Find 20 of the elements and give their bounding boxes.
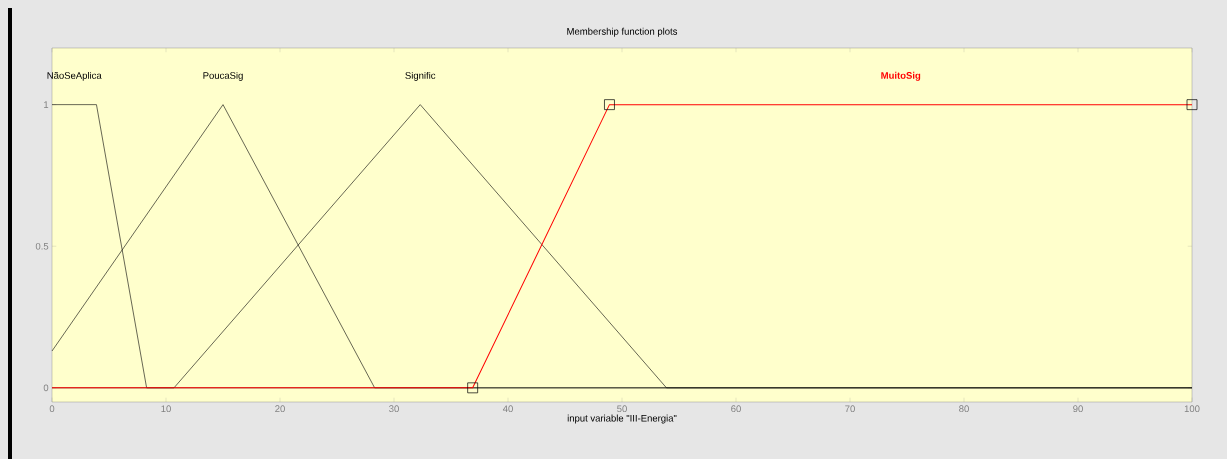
x-axis-title: input variable "III-Energia" <box>567 414 677 424</box>
x-tick-label: 90 <box>1073 405 1083 413</box>
x-tick-label: 70 <box>845 405 855 413</box>
x-tick-label: 50 <box>617 405 627 413</box>
x-tick-label: 30 <box>389 405 399 413</box>
x-tick-label: 20 <box>275 405 285 413</box>
chart-title: Membership function plots <box>567 27 678 37</box>
text: PoucaSig <box>203 71 243 81</box>
text: Signific <box>405 71 436 81</box>
y-tick-label: 0 <box>43 384 49 392</box>
x-tick-label: 10 <box>161 405 171 413</box>
text: MuitoSig <box>881 71 921 81</box>
text: NãoSeAplica <box>47 71 102 81</box>
y-tick-label: 0.5 <box>35 242 49 250</box>
x-tick-label: 100 <box>1184 405 1200 413</box>
x-tick-label: 0 <box>49 405 55 413</box>
x-tick-label: 80 <box>959 405 969 413</box>
x-tick-label: 40 <box>502 405 513 413</box>
x-tick-label: 60 <box>731 405 741 413</box>
y-tick-label: 1 <box>44 101 49 108</box>
